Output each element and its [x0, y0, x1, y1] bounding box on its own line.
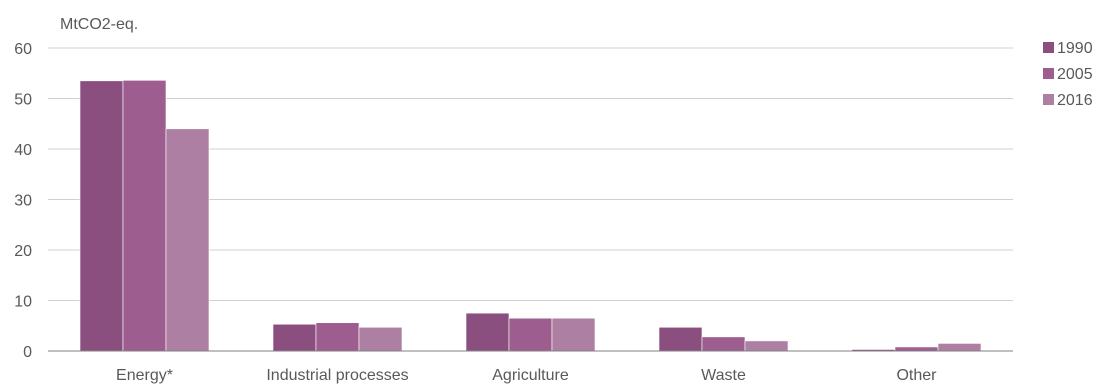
bar-group: [79, 80, 982, 352]
x-category-label: Waste: [701, 367, 746, 384]
y-tick-label: 40: [14, 142, 32, 159]
legend-label: 2005: [1057, 66, 1093, 83]
legend-swatch: [1043, 42, 1054, 53]
bar-2016: [551, 317, 596, 352]
legend-label: 2016: [1057, 92, 1093, 109]
bar-1990: [79, 80, 124, 352]
y-tick-label: 10: [14, 294, 32, 311]
y-tick-label: 30: [14, 193, 32, 210]
x-category-label: Energy*: [116, 367, 173, 384]
x-category-label: Industrial processes: [266, 367, 408, 384]
y-tick-label: 0: [23, 344, 32, 361]
y-tick-label: 20: [14, 243, 32, 260]
bar-2016: [358, 326, 403, 352]
bar-1990: [658, 326, 703, 352]
bar-2016: [937, 343, 982, 352]
bar-2005: [508, 317, 553, 352]
x-axis-category-labels: Energy* Industrial processes Agriculture Wa…: [116, 367, 937, 384]
y-tick-label: 60: [14, 41, 32, 58]
legend-swatch: [1043, 68, 1054, 79]
x-category-label: Agriculture: [492, 367, 569, 384]
bar-2005: [122, 80, 167, 352]
legend-label: 1990: [1057, 40, 1093, 57]
bar-2005: [894, 346, 939, 352]
legend: 1990 2005 2016: [1043, 40, 1093, 109]
y-axis-unit-label: MtCO2-eq.: [60, 16, 138, 33]
bar-2016: [744, 340, 789, 352]
legend-swatch: [1043, 94, 1054, 105]
bar-2005: [315, 322, 360, 352]
bar-1990: [465, 312, 510, 352]
bar-2016: [165, 128, 210, 352]
y-tick-label: 50: [14, 92, 32, 109]
x-category-label: Other: [896, 367, 937, 384]
bar-1990: [272, 323, 317, 352]
y-axis-tick-labels: 0 10 20 30 40 50 60: [14, 41, 32, 361]
bar-2005: [701, 336, 746, 352]
